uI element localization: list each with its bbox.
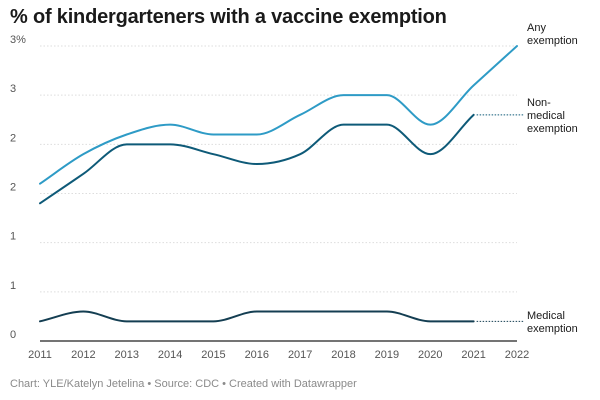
x-tick-label: 2019 [375,349,399,361]
series-line-1 [39,113,475,205]
x-tick-label: 2012 [71,349,95,361]
y-tick-label: 1 [10,280,16,292]
y-tick-label: 1 [10,231,16,243]
y-tick-label: 0 [10,329,16,341]
chart-footer: Chart: YLE/Katelyn Jetelina • Source: CD… [10,378,357,390]
series-lines [39,45,518,323]
x-axis-ticks: 2011 2012 2013 2014 2015 2016 2017 2018 2019 2020… [28,349,529,361]
y-tick-label: 2 [10,182,16,194]
x-tick-label: 2021 [461,349,485,361]
y-tick-label: 2 [10,132,16,144]
series-label: Medical exemption [527,310,578,335]
series-line-2 [39,310,475,323]
y-tick-label: 3% [10,34,26,46]
series-label: Any exemption [527,22,578,47]
x-tick-label: 2022 [505,349,529,361]
x-tick-label: 2014 [158,349,182,361]
x-tick-label: 2011 [28,349,52,361]
x-tick-label: 2020 [418,349,442,361]
series-line-0 [39,45,518,185]
chart-title: % of kindergarteners with a vaccine exem… [10,6,447,28]
x-tick-label: 2017 [288,349,312,361]
y-tick-label: 3 [10,83,16,95]
series-label: Non-medical exemption [527,97,578,135]
gridlines [40,45,517,342]
x-tick-label: 2013 [114,349,138,361]
x-tick-label: 2016 [245,349,269,361]
x-tick-label: 2015 [201,349,225,361]
series-labels: Any exemption Non-medical exemption Medical e… [476,22,578,335]
y-axis-ticks: 0 1 1 2 2 3 3% [10,34,26,341]
x-tick-label: 2018 [331,349,355,361]
